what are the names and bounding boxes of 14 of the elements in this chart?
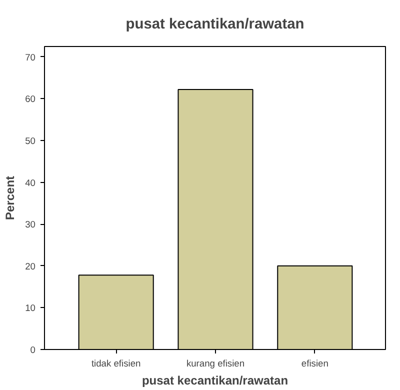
y-tick-label: 20 bbox=[25, 261, 36, 272]
y-tick-label: 30 bbox=[25, 220, 36, 230]
y-tick-label: 70 bbox=[25, 52, 36, 62]
x-tick-label: kurang efisien bbox=[186, 358, 245, 368]
x-tick-label: tidak efisien bbox=[91, 358, 141, 368]
y-tick-label: 50 bbox=[25, 136, 36, 146]
y-tick-label: 40 bbox=[25, 178, 36, 188]
y-tick-label: 60 bbox=[25, 94, 36, 104]
x-tick-label: efisien bbox=[301, 358, 328, 368]
chart-title: pusat kecantikan/rawatan bbox=[126, 16, 304, 32]
y-tick-label: 10 bbox=[25, 303, 36, 314]
y-tick-label: 0 bbox=[30, 345, 36, 355]
x-axis-title: pusat kecantikan/rawatan bbox=[142, 374, 288, 388]
y-axis-title: Percent bbox=[3, 176, 18, 220]
